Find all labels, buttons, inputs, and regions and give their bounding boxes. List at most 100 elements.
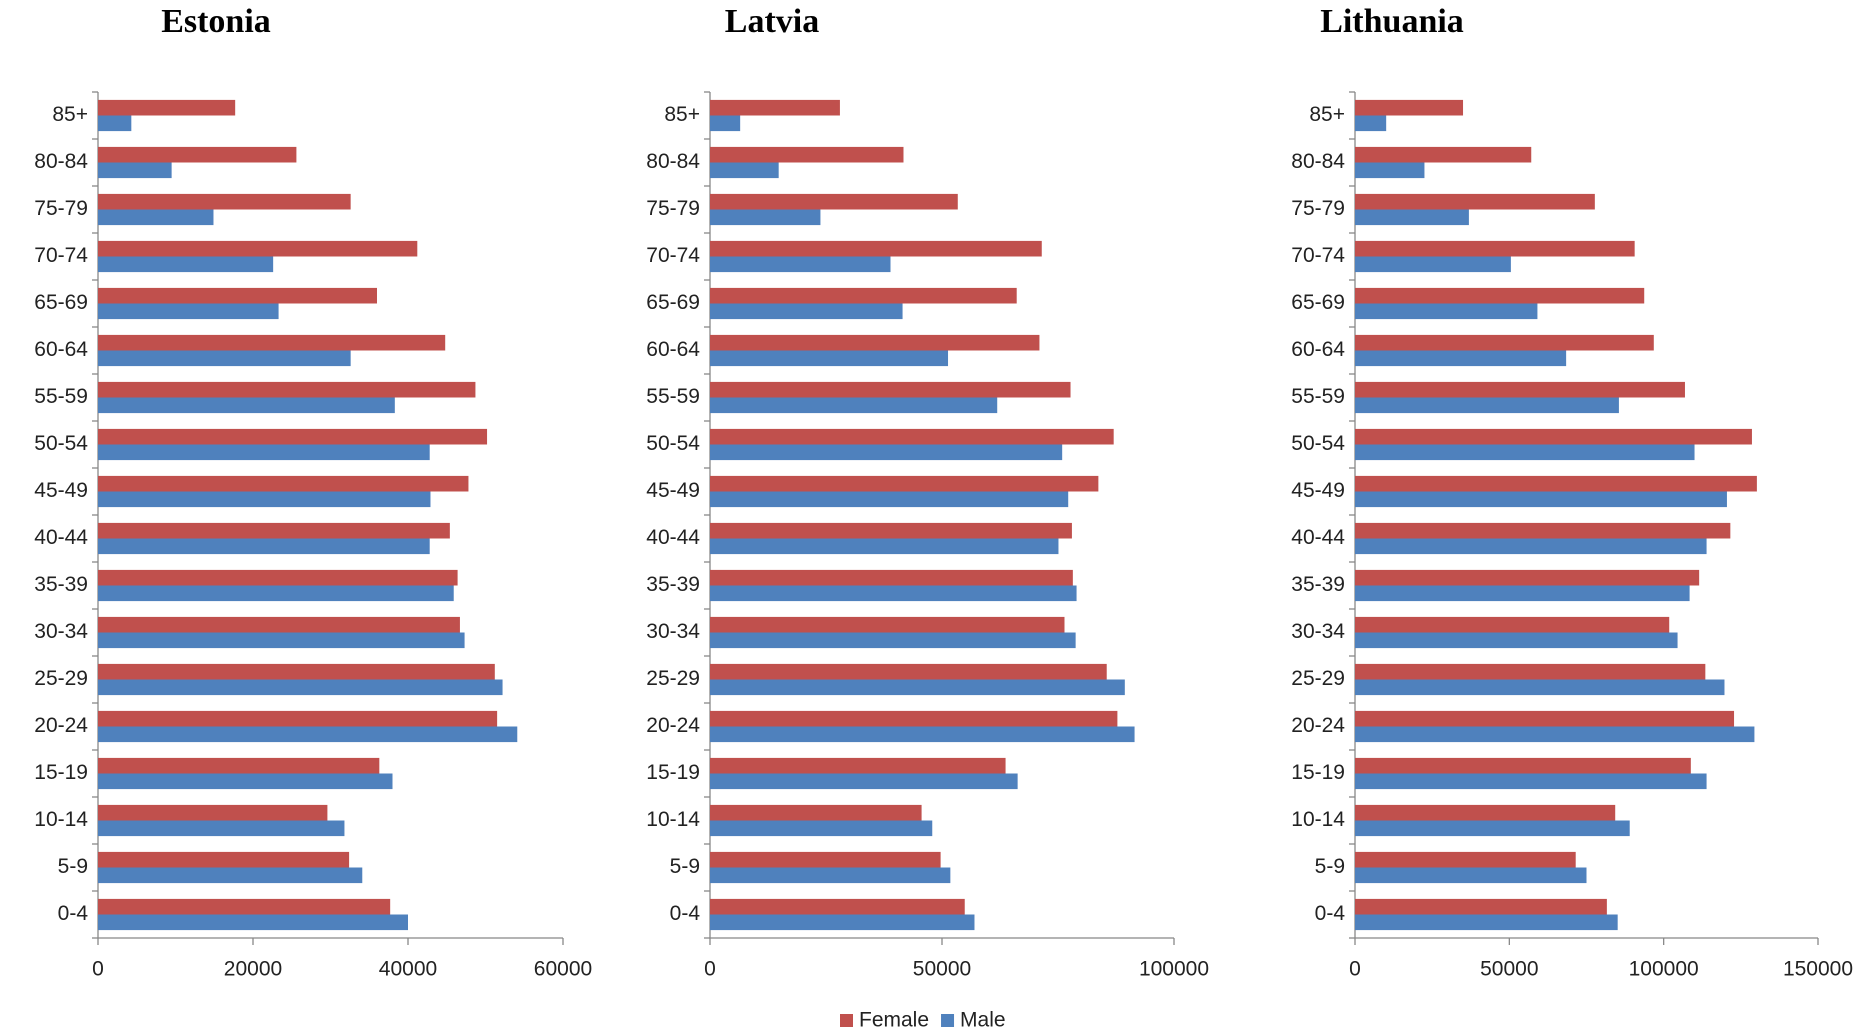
y-tick-label: 30-34 — [34, 620, 88, 643]
bar — [710, 585, 1077, 602]
bar — [1355, 726, 1755, 743]
y-tick-label: 15-19 — [1291, 761, 1345, 784]
y-tick-label: 85+ — [1309, 103, 1345, 126]
bar — [1355, 569, 1700, 586]
legend-label: Female — [859, 1009, 929, 1032]
bar — [710, 146, 904, 163]
bar — [1355, 491, 1727, 508]
y-tick-label: 20-24 — [646, 714, 700, 737]
y-tick-label: 75-79 — [1291, 197, 1345, 220]
bar — [710, 287, 1017, 304]
x-tick-label: 0 — [704, 958, 716, 981]
bar — [1355, 616, 1670, 633]
bar — [98, 240, 418, 257]
y-tick-label: 85+ — [52, 103, 88, 126]
y-tick-label: 10-14 — [34, 808, 88, 831]
bar — [710, 679, 1125, 696]
bar — [710, 914, 975, 931]
bar — [98, 381, 476, 398]
bar — [98, 99, 236, 116]
bar — [710, 820, 933, 837]
bar — [710, 162, 779, 179]
bar — [1355, 303, 1538, 320]
bar — [98, 663, 495, 680]
bar — [1355, 538, 1707, 555]
bar — [98, 287, 377, 304]
y-tick-label: 80-84 — [34, 150, 88, 173]
bar — [1355, 804, 1616, 821]
y-tick-label: 70-74 — [1291, 244, 1345, 267]
y-tick-label: 5-9 — [1315, 855, 1345, 878]
bar — [710, 522, 1072, 539]
x-tick-label: 100000 — [1629, 958, 1699, 981]
bar — [98, 616, 460, 633]
y-tick-label: 65-69 — [1291, 291, 1345, 314]
y-tick-label: 10-14 — [646, 808, 700, 831]
x-tick-label: 50000 — [913, 958, 971, 981]
y-tick-label: 50-54 — [34, 432, 88, 455]
bar — [98, 146, 297, 163]
bar — [1355, 522, 1731, 539]
y-tick-label: 85+ — [664, 103, 700, 126]
bar — [1355, 663, 1706, 680]
bar — [98, 522, 450, 539]
y-tick-label: 25-29 — [646, 667, 700, 690]
bar — [98, 397, 395, 414]
bar — [1355, 350, 1567, 367]
bar — [98, 491, 431, 508]
bar — [1355, 428, 1752, 445]
y-tick-label: 65-69 — [646, 291, 700, 314]
y-tick-label: 10-14 — [1291, 808, 1345, 831]
y-tick-label: 55-59 — [646, 385, 700, 408]
x-tick-label: 150000 — [1783, 958, 1853, 981]
bar — [98, 820, 345, 837]
bar — [710, 303, 903, 320]
bar — [98, 162, 172, 179]
y-tick-label: 45-49 — [1291, 479, 1345, 502]
bar — [710, 193, 958, 210]
chart-title: Estonia — [161, 3, 271, 40]
bar — [98, 632, 465, 649]
bar — [710, 428, 1114, 445]
bar — [98, 773, 393, 790]
bar — [1355, 240, 1635, 257]
bar — [710, 256, 891, 273]
y-tick-label: 35-39 — [646, 573, 700, 596]
y-tick-label: 5-9 — [58, 855, 88, 878]
y-tick-label: 60-64 — [646, 338, 700, 361]
y-tick-label: 65-69 — [34, 291, 88, 314]
y-tick-label: 75-79 — [34, 197, 88, 220]
y-tick-label: 20-24 — [34, 714, 88, 737]
bar — [98, 444, 430, 461]
bar — [1355, 757, 1691, 774]
y-tick-label: 40-44 — [34, 526, 88, 549]
x-tick-label: 60000 — [534, 958, 592, 981]
bar — [710, 851, 941, 868]
bar — [1355, 898, 1607, 915]
bar — [1355, 585, 1690, 602]
legend-swatch — [941, 1014, 955, 1027]
bar — [1355, 256, 1511, 273]
bar — [710, 663, 1107, 680]
y-tick-label: 55-59 — [34, 385, 88, 408]
legend-swatch — [840, 1014, 853, 1027]
x-tick-label: 100000 — [1139, 958, 1209, 981]
bar — [98, 115, 132, 132]
bar — [1355, 710, 1735, 727]
bar — [710, 491, 1069, 508]
bar — [98, 569, 458, 586]
chart-title: Lithuania — [1320, 3, 1464, 40]
bar — [98, 209, 214, 226]
bar — [98, 585, 454, 602]
bar — [98, 726, 518, 743]
bar — [710, 381, 1071, 398]
bar — [710, 569, 1073, 586]
y-tick-label: 45-49 — [34, 479, 88, 502]
bar — [1355, 381, 1685, 398]
bar — [1355, 115, 1387, 132]
bar — [1355, 334, 1654, 351]
bar — [98, 303, 279, 320]
bar — [710, 538, 1059, 555]
bar — [710, 350, 949, 367]
